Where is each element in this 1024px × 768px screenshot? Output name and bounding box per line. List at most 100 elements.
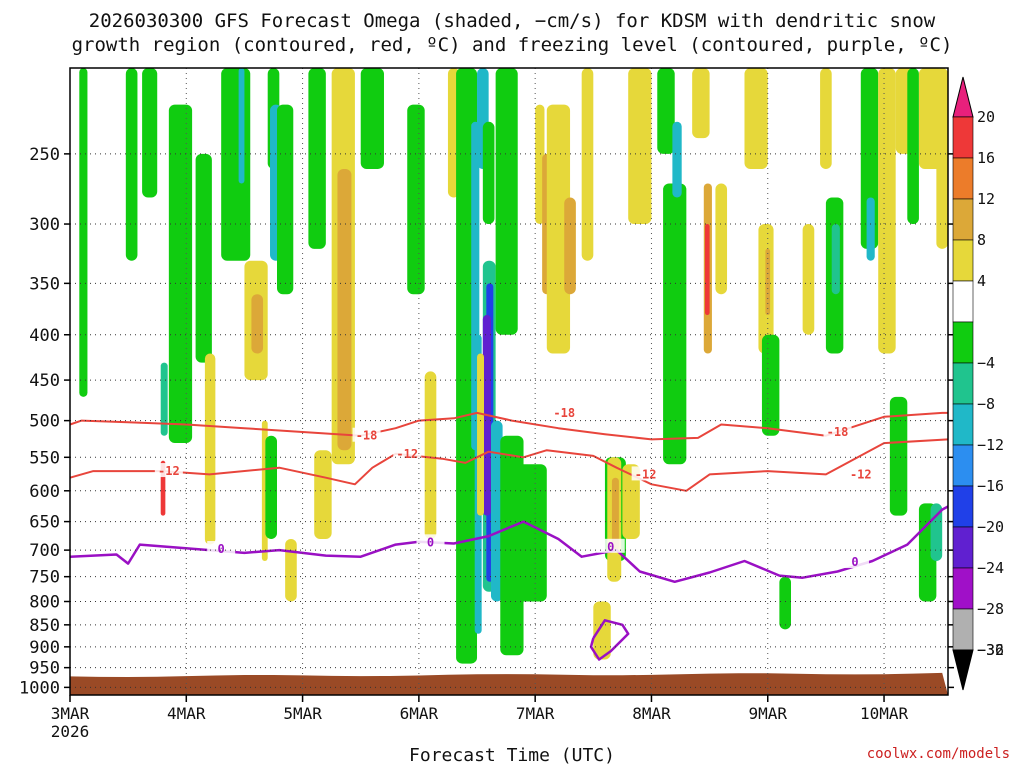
omega-cell <box>866 197 875 261</box>
omega-cell <box>142 68 158 198</box>
omega-cell <box>517 464 547 602</box>
x-tick-label: 9MAR <box>748 704 787 723</box>
colorbar-segment <box>952 321 974 364</box>
omega-cell <box>308 68 326 249</box>
y-tick-label: 600 <box>29 482 60 502</box>
omega-cell <box>564 197 576 295</box>
y-tick-label: 500 <box>29 412 60 432</box>
omega-cell <box>495 68 518 335</box>
omega-cell <box>314 450 332 539</box>
y-tick-label: 850 <box>29 616 60 636</box>
x-tick-label: 7MAR <box>516 704 555 723</box>
omega-cell <box>820 68 832 169</box>
omega-cell <box>779 576 792 630</box>
omega-cell <box>611 477 619 551</box>
x-axis-label: Forecast Time (UTC) <box>409 745 615 766</box>
y-tick-label: 300 <box>29 215 60 235</box>
colorbar-segment <box>952 280 974 323</box>
omega-cell <box>276 104 294 295</box>
dendritic-contour <box>69 438 949 492</box>
colorbar-label: −28 <box>977 600 1004 618</box>
y-tick-label: 350 <box>29 274 60 294</box>
omega-cell <box>265 435 277 539</box>
omega-cell <box>424 371 437 539</box>
omega-cell <box>622 464 640 539</box>
contour-label-bg <box>596 538 625 553</box>
contour-label-bg <box>840 554 869 569</box>
omega-cell <box>221 68 251 261</box>
y-tick-label: 800 <box>29 593 60 613</box>
colorbar-segment <box>952 157 974 200</box>
omega-cell <box>761 334 780 436</box>
omega-cell <box>125 68 138 261</box>
contour-label: -12 <box>850 467 872 481</box>
contour-label: -12 <box>158 464 180 478</box>
colorbar-arrow-bottom <box>952 649 974 691</box>
contour-label-bg <box>846 466 875 481</box>
omega-cell <box>285 538 297 602</box>
omega-cell <box>889 396 908 516</box>
omega-cell <box>490 420 503 602</box>
omega-cell <box>482 121 495 225</box>
omega-cell <box>581 68 594 261</box>
omega-cell <box>238 68 245 184</box>
omega-cell <box>672 121 682 198</box>
chart-title: 2026030300 GFS Forecast Omega (shaded, −… <box>88 10 936 32</box>
colorbar-label: −20 <box>977 518 1004 536</box>
colorbar-segment <box>952 116 974 159</box>
contour-label: -12 <box>396 447 418 461</box>
colorbar-segment <box>952 239 974 282</box>
colorbar-label: 12 <box>977 190 995 208</box>
chart-subtitle: growth region (contoured, red, ºC) and f… <box>71 34 953 56</box>
freezing-contour <box>69 505 949 584</box>
omega-cell <box>477 353 484 516</box>
omega-cell <box>628 68 652 225</box>
colorbar-label: −4 <box>977 354 995 372</box>
dendritic-contour <box>69 411 948 441</box>
y-tick-label: 250 <box>29 145 60 165</box>
contour-label-bg <box>154 463 183 478</box>
colorbar-label: −12 <box>977 436 1004 454</box>
x-tick-label: 6MAR <box>400 704 439 723</box>
omega-cell <box>168 104 193 444</box>
y-tick-label: 900 <box>29 638 60 658</box>
colorbar-segment <box>952 485 974 528</box>
omega-cell <box>878 68 896 354</box>
y-tick-label: 650 <box>29 513 60 533</box>
colorbar-segment <box>952 198 974 241</box>
contour-label-bg <box>416 534 445 549</box>
omega-cell <box>593 601 611 660</box>
colorbar-label: 4 <box>977 272 986 290</box>
omega-cell <box>936 68 948 249</box>
omega-cell <box>831 224 840 295</box>
colorbar-label: 16 <box>977 149 995 167</box>
omega-cell <box>251 294 264 354</box>
colorbar-segment <box>952 403 974 446</box>
omega-cell <box>204 353 216 545</box>
y-tick-label: 400 <box>29 326 60 346</box>
contour-label: -12 <box>635 467 657 481</box>
freezing-contour <box>589 619 630 661</box>
x-year-label: 2026 <box>51 722 90 741</box>
contour-label: 0 <box>607 540 614 554</box>
omega-cell <box>546 104 571 354</box>
colorbar-segment <box>952 362 974 405</box>
contour-label: -18 <box>553 406 575 420</box>
x-tick-label: 8MAR <box>632 704 671 723</box>
y-tick-label: 700 <box>29 541 60 561</box>
omega-cell <box>802 224 815 335</box>
credit-link[interactable]: coolwx.com/models <box>866 746 1010 762</box>
colorbar-label: −36 <box>977 641 1004 659</box>
omega-cell <box>744 68 768 169</box>
omega-cell <box>195 153 212 363</box>
colorbar-segment <box>952 444 974 487</box>
colorbar-segment <box>952 608 974 651</box>
plot-frame <box>69 67 949 696</box>
y-tick-label: 450 <box>29 371 60 391</box>
colorbar-label: 20 <box>977 108 995 126</box>
colorbar-segment <box>952 526 974 569</box>
omega-cell <box>765 248 771 316</box>
omega-cell <box>715 183 728 295</box>
colorbar-label: −8 <box>977 395 995 413</box>
omega-cell <box>663 183 687 465</box>
